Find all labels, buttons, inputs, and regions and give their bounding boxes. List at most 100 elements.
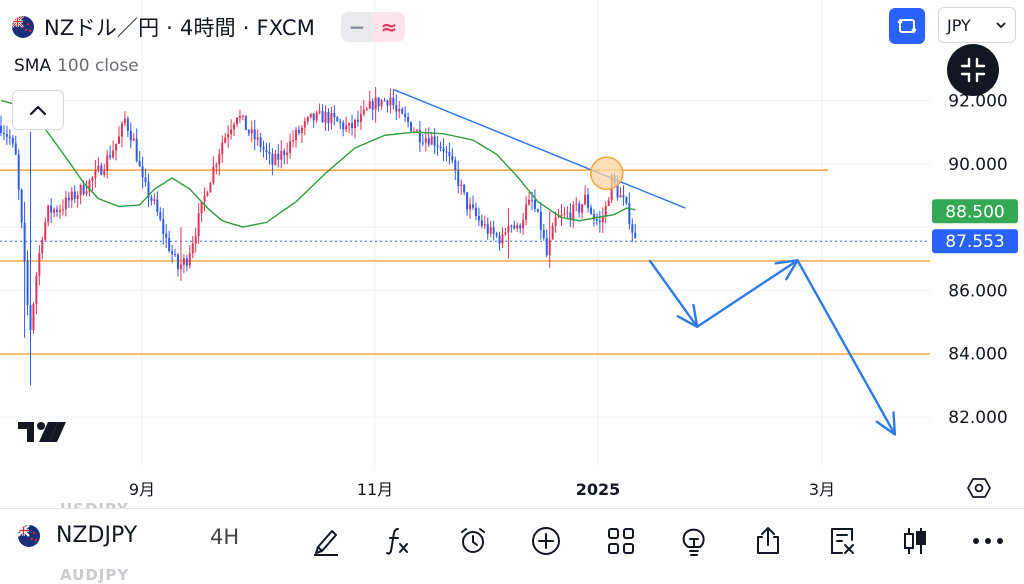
candle-body	[289, 141, 292, 153]
candle-body	[118, 136, 120, 144]
share-button[interactable]	[750, 523, 786, 559]
chart-title[interactable]: NZドル／円 · 4時間 · FXCM	[44, 16, 316, 40]
currency-select[interactable]: JPY	[938, 7, 1016, 43]
minus-icon[interactable]: −	[341, 12, 374, 42]
candle-body	[165, 233, 168, 238]
candle-body	[380, 100, 383, 107]
approx-icon[interactable]: ≈	[373, 12, 406, 42]
candle-body	[607, 200, 610, 206]
candle-body	[259, 137, 262, 147]
indicator-params: 100 close	[57, 56, 139, 76]
candle-body	[436, 145, 439, 147]
candle-body	[533, 200, 536, 210]
candle-body	[504, 232, 507, 235]
candle-body	[5, 134, 8, 137]
layouts-button[interactable]	[603, 523, 639, 559]
candle-body	[253, 129, 256, 140]
candle-body	[188, 253, 191, 266]
candle-body	[566, 212, 569, 214]
candle-body	[584, 194, 587, 205]
current-price-badge-bg	[932, 229, 1018, 254]
symbol-selector[interactable]: NZDJPY	[18, 523, 137, 548]
price-chart[interactable]: 92.000 90.000 86.000 84.000 82.000 9月 11月 2025…	[0, 0, 1024, 508]
candle-body	[61, 209, 64, 211]
candle-body	[536, 209, 539, 212]
candle-body	[14, 143, 17, 155]
candle-body	[38, 253, 41, 276]
chart-mode-pill[interactable]: − ≈	[341, 12, 406, 42]
candle-body	[79, 185, 82, 196]
share-icon	[757, 527, 779, 554]
add-button[interactable]	[528, 523, 564, 559]
candle-body	[194, 236, 197, 244]
candle-body	[53, 209, 56, 213]
candle-body	[333, 113, 336, 118]
more-button[interactable]	[970, 523, 1006, 559]
exit-fullscreen-button[interactable]	[947, 44, 999, 96]
candle-body	[56, 209, 59, 212]
settings-hexagon-icon	[967, 478, 991, 498]
chart-type-button[interactable]	[897, 523, 933, 559]
candle-body	[454, 160, 457, 171]
candle-body	[162, 219, 165, 234]
candle-body	[495, 233, 498, 236]
candle-body	[247, 130, 250, 134]
candle-body	[203, 195, 206, 202]
candle-body	[29, 305, 32, 331]
candle-body	[362, 109, 365, 115]
candle-body	[472, 204, 474, 208]
lightbulb-icon	[682, 528, 705, 556]
candle-body	[590, 207, 592, 214]
candle-body	[581, 204, 584, 213]
ideas-button[interactable]	[676, 523, 712, 559]
candle-body	[271, 153, 274, 165]
candle-body	[619, 195, 622, 198]
chart-header: NZドル／円 · 4時間 · FXCM − ≈	[12, 10, 406, 44]
candle-body	[129, 130, 132, 141]
bottom-toolbar: NZDJPY 4H	[0, 508, 1024, 577]
interval-selector[interactable]: 4H	[210, 525, 240, 549]
candle-body	[120, 123, 123, 137]
candle-body	[345, 125, 348, 130]
remove-indicators-button[interactable]	[824, 523, 860, 559]
candle-body	[519, 225, 522, 229]
candle-body	[377, 97, 380, 107]
indicators-button[interactable]	[380, 523, 416, 559]
candle-body	[236, 117, 238, 125]
price-axis-label: 84.000	[948, 345, 1007, 365]
candle-body	[135, 138, 138, 161]
candle-body	[336, 117, 339, 122]
candle-body	[466, 192, 469, 210]
candle-body	[238, 115, 241, 118]
highlight-circle	[590, 156, 624, 191]
alert-button[interactable]	[455, 523, 491, 559]
projection-arrow-segment	[796, 259, 897, 436]
candle-body	[230, 129, 233, 135]
candle-body	[427, 138, 430, 145]
candle-body	[156, 199, 159, 212]
candle-body	[85, 191, 88, 194]
price-axis-label: 92.000	[948, 92, 1007, 112]
rotate-screen-button[interactable]	[889, 8, 925, 44]
projection-arrows	[648, 259, 897, 436]
indicator-legend[interactable]: SMA 100 close	[14, 56, 139, 76]
collapse-legend-button[interactable]	[12, 90, 64, 130]
candle-body	[20, 189, 23, 223]
candle-body	[356, 119, 359, 122]
candle-body	[256, 137, 259, 140]
candle-body	[8, 136, 11, 138]
candle-body	[0, 125, 2, 133]
candle-body	[342, 122, 345, 130]
candle-body	[150, 197, 153, 201]
candle-body	[383, 100, 386, 102]
candle-body	[147, 181, 150, 198]
chart-settings-button[interactable]	[966, 476, 992, 504]
candle-body	[70, 191, 73, 201]
candle-body	[318, 111, 321, 113]
candle-body	[365, 108, 368, 110]
candle-body	[507, 225, 510, 233]
candle-body	[103, 170, 106, 175]
candle-body	[457, 170, 460, 187]
candle-body	[386, 100, 389, 106]
drawing-tools-button[interactable]	[308, 523, 344, 559]
